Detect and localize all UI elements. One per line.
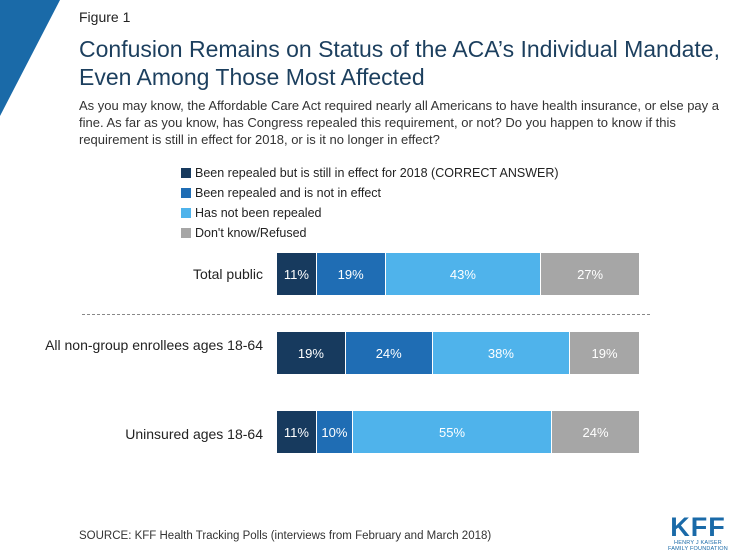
bar-segment: 27% (541, 253, 639, 295)
legend-swatch (181, 228, 191, 238)
bar-segment: 10% (316, 411, 353, 453)
data-label: 19% (297, 345, 324, 361)
group-divider (82, 314, 650, 315)
legend-item: Been repealed but is still in effect for… (181, 163, 559, 183)
data-label: 10% (321, 424, 348, 440)
data-label: 19% (591, 345, 618, 361)
data-label: 38% (487, 345, 514, 361)
data-label: 55% (439, 424, 466, 440)
survey-question: As you may know, the Affordable Care Act… (79, 98, 720, 147)
bar-segment: 11% (277, 253, 317, 295)
bar-segment: 43% (385, 253, 542, 295)
bar-segment: 19% (316, 253, 386, 295)
data-label: 11% (283, 266, 309, 282)
data-label: 27% (577, 266, 604, 282)
row-label-uninsured: Uninsured ages 18-64 (125, 426, 263, 442)
bar-segment: 55% (353, 411, 553, 453)
legend-swatch (181, 208, 191, 218)
bar-segment: 19% (570, 332, 639, 374)
data-label: 24% (582, 424, 609, 440)
legend-label: Been repealed and is not in effect (195, 186, 382, 200)
bar-segment: 11% (277, 411, 317, 453)
logo-subline-1: HENRY J KAISER (674, 540, 722, 546)
logo-subline-2: FAMILY FOUNDATION (668, 546, 728, 552)
chart-legend: Been repealed but is still in effect for… (181, 163, 559, 243)
legend-swatch (181, 188, 191, 198)
corner-accent-shape (0, 0, 60, 116)
legend-swatch (181, 168, 191, 178)
data-label: 19% (337, 266, 364, 282)
logo-wordmark: KFF (670, 512, 726, 542)
bar-non-group-enrollees: 19% 24% 38% 19% (277, 332, 639, 374)
legend-label: Has not been repealed (195, 206, 322, 220)
figure-label: Figure 1 (79, 9, 131, 25)
chart-title: Confusion Remains on Status of the ACA’s… (79, 36, 720, 90)
legend-label: Don't know/Refused (195, 226, 307, 240)
data-label: 43% (449, 266, 476, 282)
bar-segment: 24% (345, 332, 433, 374)
bar-segment: 38% (432, 332, 571, 374)
bar-segment: 19% (277, 332, 346, 374)
bar-uninsured: 11% 10% 55% 24% (277, 411, 639, 453)
kff-logo: KFF HENRY J KAISER FAMILY FOUNDATION (668, 514, 728, 552)
bar-segment: 24% (552, 411, 639, 453)
data-label: 11% (283, 424, 309, 440)
bar-total-public: 11% 19% 43% 27% (277, 253, 639, 295)
legend-item: Been repealed and is not in effect (181, 183, 559, 203)
legend-label: Been repealed but is still in effect for… (195, 166, 559, 180)
row-label-non-group-enrollees: All non-group enrollees ages 18-64 (45, 337, 263, 353)
row-label-total-public: Total public (192, 266, 263, 282)
data-label: 24% (375, 345, 402, 361)
legend-item: Has not been repealed (181, 203, 559, 223)
legend-item: Don't know/Refused (181, 223, 559, 243)
source-note: SOURCE: KFF Health Tracking Polls (inter… (79, 530, 492, 542)
